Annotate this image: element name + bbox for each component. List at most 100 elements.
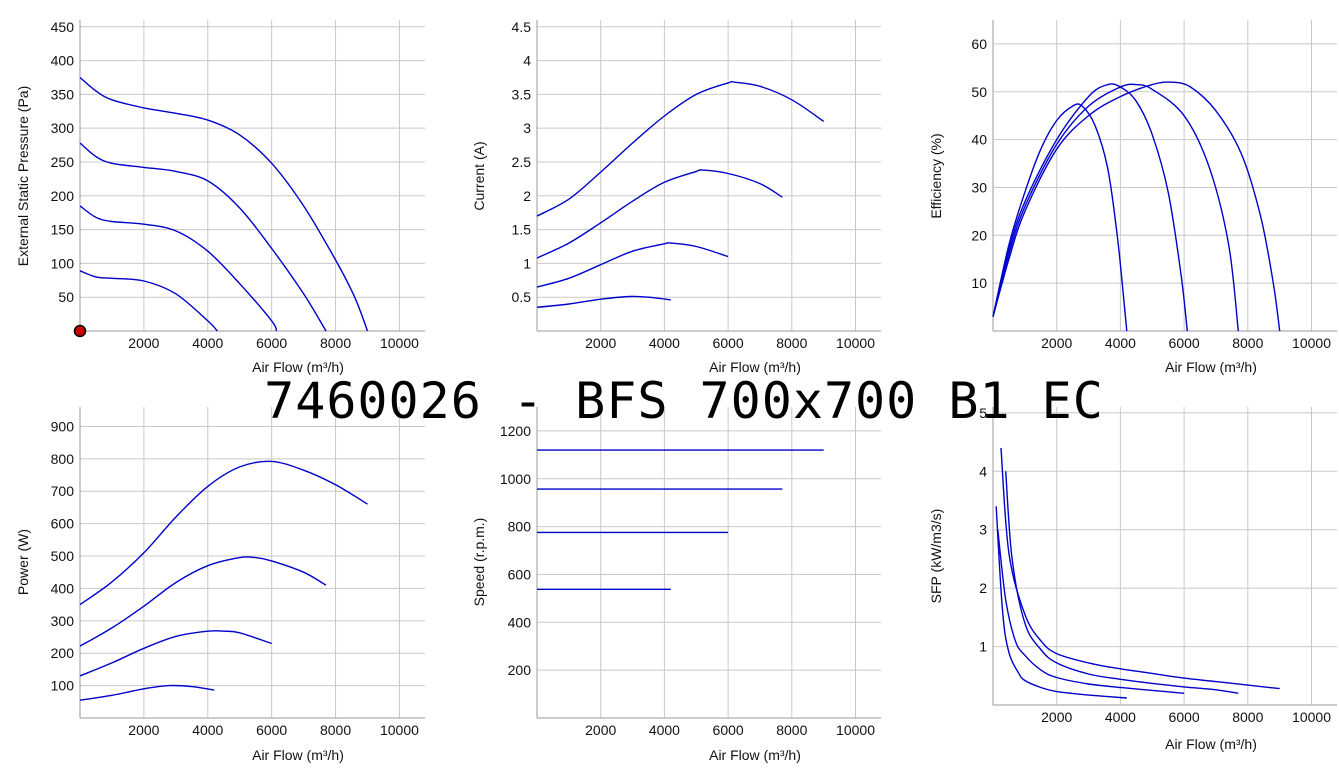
- series-curve-2: [536, 169, 783, 259]
- chart-title: 7460026 - BFS 700x700 B1 EC: [264, 372, 1104, 430]
- y-axis-label: Speed (r.p.m.): [471, 518, 487, 607]
- y-tick-label: 700: [51, 483, 75, 499]
- y-tick-label: 400: [51, 53, 75, 69]
- y-tick-label: 3: [523, 120, 531, 136]
- x-tick-label: 4000: [192, 722, 223, 738]
- y-tick-label: 1000: [500, 471, 531, 487]
- operating-point-marker: [73, 324, 87, 338]
- y-tick-label: 200: [51, 188, 75, 204]
- series-curve-2: [992, 83, 1188, 332]
- x-tick-label: 2000: [128, 335, 159, 351]
- y-tick-label: 3: [979, 522, 987, 538]
- series-curve-4: [79, 270, 218, 332]
- y-tick-label: 200: [508, 662, 532, 678]
- x-axis-label: Air Flow (m³/h): [1165, 359, 1257, 375]
- y-tick-label: 50: [58, 289, 74, 305]
- y-tick-label: 350: [51, 86, 75, 102]
- series-curve-3: [79, 205, 278, 332]
- x-tick-label: 4000: [649, 722, 680, 738]
- y-tick-label: 150: [51, 222, 75, 238]
- series-curve-2: [79, 556, 327, 647]
- y-tick-label: 0.5: [512, 289, 532, 305]
- x-tick-label: 4000: [192, 335, 223, 351]
- y-tick-label: 4: [979, 463, 987, 479]
- y-tick-label: 300: [51, 613, 75, 629]
- x-tick-label: 8000: [776, 335, 807, 351]
- y-tick-label: 500: [51, 548, 75, 564]
- y-tick-label: 2.5: [512, 154, 532, 170]
- x-axis-label: Air Flow (m³/h): [252, 747, 344, 763]
- x-tick-label: 8000: [320, 335, 351, 351]
- x-tick-label: 8000: [1232, 709, 1263, 725]
- series-curve-4: [536, 295, 671, 308]
- y-axis-label: Power (W): [15, 529, 31, 595]
- series-curve-1: [79, 76, 369, 332]
- y-tick-label: 20: [971, 227, 987, 243]
- x-tick-label: 2000: [1041, 709, 1072, 725]
- x-axis-label: Air Flow (m³/h): [1165, 736, 1257, 752]
- series-curve-2: [79, 142, 327, 332]
- y-axis-label: Current (A): [471, 141, 487, 210]
- x-tick-label: 2000: [1041, 335, 1072, 351]
- y-tick-label: 1: [979, 639, 987, 655]
- x-tick-label: 8000: [1232, 335, 1263, 351]
- x-tick-label: 2000: [585, 722, 616, 738]
- series-curve-4: [995, 506, 1127, 699]
- series-curve-4: [992, 81, 1281, 332]
- y-tick-label: 200: [51, 645, 75, 661]
- y-axis-label: Efficiency (%): [928, 133, 944, 218]
- series-curve-1: [992, 103, 1128, 332]
- x-tick-label: 8000: [320, 722, 351, 738]
- x-tick-label: 4000: [1105, 335, 1136, 351]
- y-tick-label: 1.5: [512, 222, 532, 238]
- y-tick-label: 40: [971, 132, 987, 148]
- x-tick-label: 2000: [128, 722, 159, 738]
- y-tick-label: 800: [51, 451, 75, 467]
- series-curve-3: [79, 630, 272, 677]
- x-tick-label: 10000: [836, 335, 875, 351]
- x-tick-label: 10000: [380, 335, 419, 351]
- y-tick-label: 450: [51, 19, 75, 35]
- y-tick-label: 3.5: [512, 86, 532, 102]
- x-tick-label: 6000: [256, 722, 287, 738]
- series-curve-4: [79, 684, 215, 701]
- y-tick-label: 30: [971, 179, 987, 195]
- y-tick-label: 100: [51, 255, 75, 271]
- y-axis-label: SFP (kW/m3/s): [928, 509, 944, 604]
- x-tick-label: 6000: [1169, 335, 1200, 351]
- series-curve-3: [992, 83, 1239, 332]
- y-tick-label: 2: [979, 580, 987, 596]
- x-tick-label: 8000: [776, 722, 807, 738]
- y-tick-label: 10: [971, 275, 987, 291]
- x-axis-label: Air Flow (m³/h): [709, 359, 801, 375]
- y-tick-label: 4.5: [512, 19, 532, 35]
- x-tick-label: 10000: [380, 722, 419, 738]
- series-curve-3: [997, 529, 1185, 694]
- y-tick-label: 900: [51, 418, 75, 434]
- series-curve-1: [79, 460, 368, 606]
- x-axis-label: Air Flow (m³/h): [252, 359, 344, 375]
- y-tick-label: 1200: [500, 423, 531, 439]
- y-tick-label: 400: [508, 614, 532, 630]
- y-tick-label: 400: [51, 580, 75, 596]
- y-tick-label: 5: [979, 405, 987, 421]
- x-tick-label: 6000: [713, 335, 744, 351]
- y-tick-label: 100: [51, 678, 75, 694]
- y-tick-label: 1: [523, 255, 531, 271]
- x-tick-label: 6000: [256, 335, 287, 351]
- y-tick-label: 300: [51, 120, 75, 136]
- y-tick-label: 250: [51, 154, 75, 170]
- series-curve-1: [536, 80, 825, 217]
- y-tick-label: 800: [508, 519, 532, 535]
- y-tick-label: 600: [51, 516, 75, 532]
- x-tick-label: 4000: [1105, 709, 1136, 725]
- x-tick-label: 6000: [1169, 709, 1200, 725]
- x-tick-label: 2000: [585, 335, 616, 351]
- y-tick-label: 600: [508, 566, 532, 582]
- series-curve-2: [1005, 471, 1239, 694]
- x-axis-label: Air Flow (m³/h): [709, 747, 801, 763]
- series-curve-3: [536, 242, 729, 288]
- x-tick-label: 10000: [1292, 335, 1331, 351]
- x-tick-label: 6000: [713, 722, 744, 738]
